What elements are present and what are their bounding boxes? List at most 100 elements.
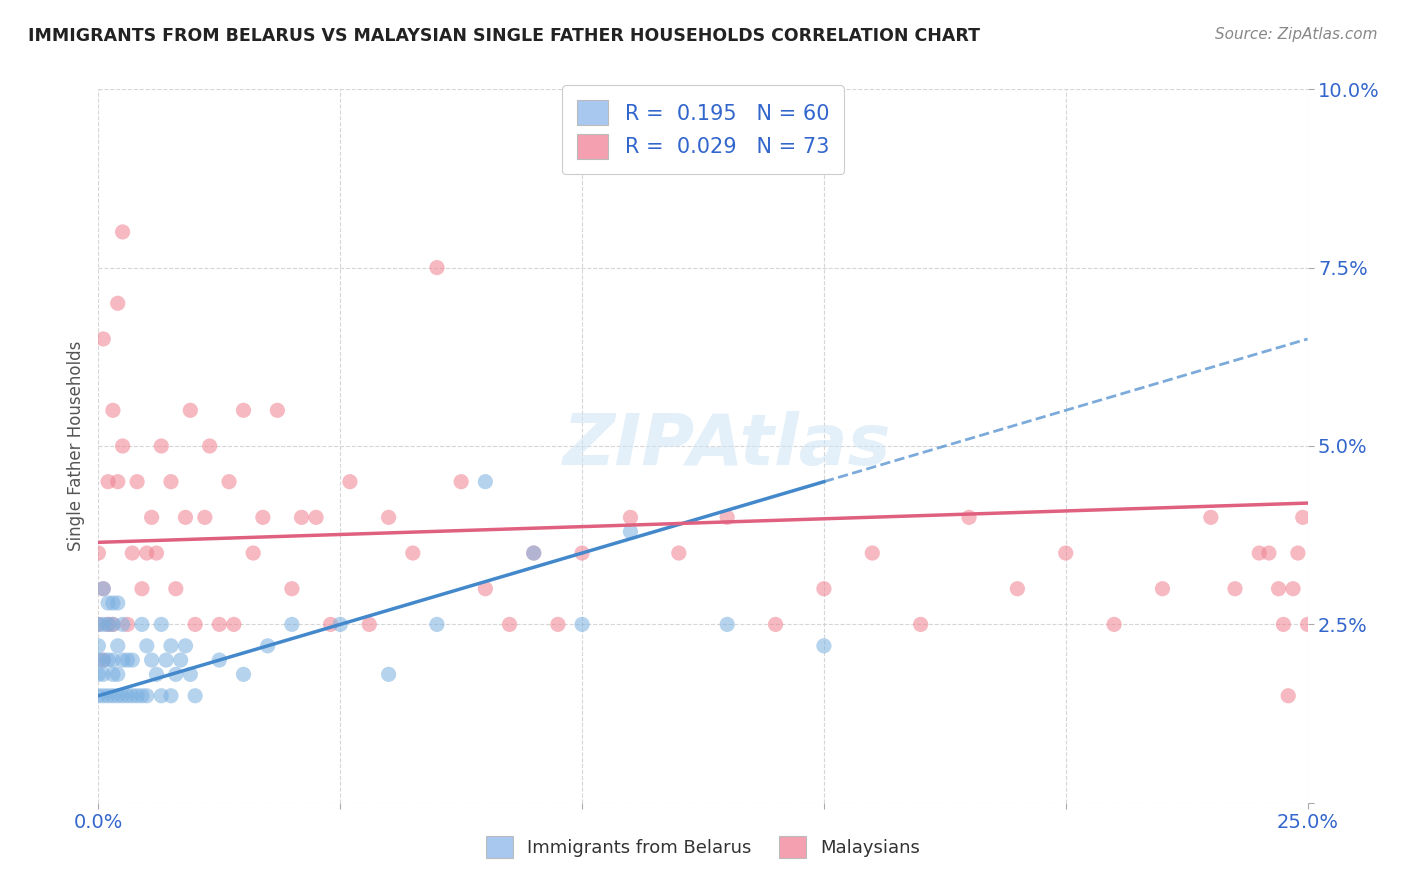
Point — [91, 653, 114, 667]
Point — [1223, 582, 1246, 596]
Point — [474, 475, 496, 489]
Point — [184, 617, 207, 632]
Point — [145, 667, 167, 681]
Point — [127, 689, 149, 703]
Point — [339, 475, 361, 489]
Text: Source: ZipAtlas.com: Source: ZipAtlas.com — [1215, 27, 1378, 42]
Point — [165, 582, 187, 596]
Point — [111, 689, 134, 703]
Point — [242, 546, 264, 560]
Point — [1007, 582, 1029, 596]
Point — [145, 546, 167, 560]
Point — [281, 582, 304, 596]
Point — [111, 617, 134, 632]
Point — [450, 475, 472, 489]
Point — [256, 639, 278, 653]
Point — [107, 596, 129, 610]
Point — [1102, 617, 1125, 632]
Point — [222, 617, 245, 632]
Point — [121, 653, 143, 667]
Point — [208, 617, 231, 632]
Point — [91, 582, 114, 596]
Point — [218, 475, 240, 489]
Point — [208, 653, 231, 667]
Point — [121, 689, 143, 703]
Point — [498, 617, 520, 632]
Point — [571, 546, 593, 560]
Text: IMMIGRANTS FROM BELARUS VS MALAYSIAN SINGLE FATHER HOUSEHOLDS CORRELATION CHART: IMMIGRANTS FROM BELARUS VS MALAYSIAN SIN… — [28, 27, 980, 45]
Point — [97, 475, 120, 489]
Point — [121, 546, 143, 560]
Point — [101, 617, 124, 632]
Point — [232, 403, 254, 417]
Point — [87, 689, 110, 703]
Point — [716, 617, 738, 632]
Legend: Immigrants from Belarus, Malaysians: Immigrants from Belarus, Malaysians — [478, 829, 928, 865]
Point — [97, 689, 120, 703]
Point — [1272, 617, 1295, 632]
Point — [266, 403, 288, 417]
Point — [97, 653, 120, 667]
Point — [101, 667, 124, 681]
Point — [141, 510, 163, 524]
Point — [101, 617, 124, 632]
Point — [426, 617, 449, 632]
Point — [813, 639, 835, 653]
Point — [619, 524, 641, 539]
Point — [765, 617, 787, 632]
Point — [1282, 582, 1305, 596]
Point — [97, 596, 120, 610]
Point — [101, 596, 124, 610]
Point — [160, 689, 183, 703]
Point — [377, 510, 399, 524]
Point — [290, 510, 312, 524]
Point — [426, 260, 449, 275]
Point — [131, 617, 153, 632]
Point — [1152, 582, 1174, 596]
Point — [91, 653, 114, 667]
Point — [184, 689, 207, 703]
Point — [957, 510, 980, 524]
Point — [179, 403, 201, 417]
Point — [117, 653, 139, 667]
Point — [547, 617, 569, 632]
Point — [87, 617, 110, 632]
Point — [619, 510, 641, 524]
Point — [101, 689, 124, 703]
Text: ZIPAtlas: ZIPAtlas — [562, 411, 891, 481]
Point — [101, 403, 124, 417]
Point — [150, 617, 173, 632]
Point — [1296, 617, 1319, 632]
Point — [1199, 510, 1222, 524]
Point — [232, 667, 254, 681]
Point — [111, 439, 134, 453]
Point — [571, 617, 593, 632]
Point — [1054, 546, 1077, 560]
Point — [716, 510, 738, 524]
Point — [111, 653, 134, 667]
Point — [131, 689, 153, 703]
Point — [87, 546, 110, 560]
Point — [165, 667, 187, 681]
Point — [305, 510, 328, 524]
Point — [97, 617, 120, 632]
Point — [1286, 546, 1309, 560]
Point — [135, 546, 157, 560]
Point — [107, 475, 129, 489]
Point — [1257, 546, 1279, 560]
Point — [359, 617, 381, 632]
Point — [252, 510, 274, 524]
Point — [1267, 582, 1289, 596]
Point — [135, 639, 157, 653]
Point — [668, 546, 690, 560]
Point — [194, 510, 217, 524]
Point — [281, 617, 304, 632]
Point — [155, 653, 177, 667]
Point — [87, 667, 110, 681]
Point — [150, 439, 173, 453]
Point — [111, 225, 134, 239]
Point — [141, 653, 163, 667]
Point — [377, 667, 399, 681]
Point — [523, 546, 546, 560]
Point — [1277, 689, 1299, 703]
